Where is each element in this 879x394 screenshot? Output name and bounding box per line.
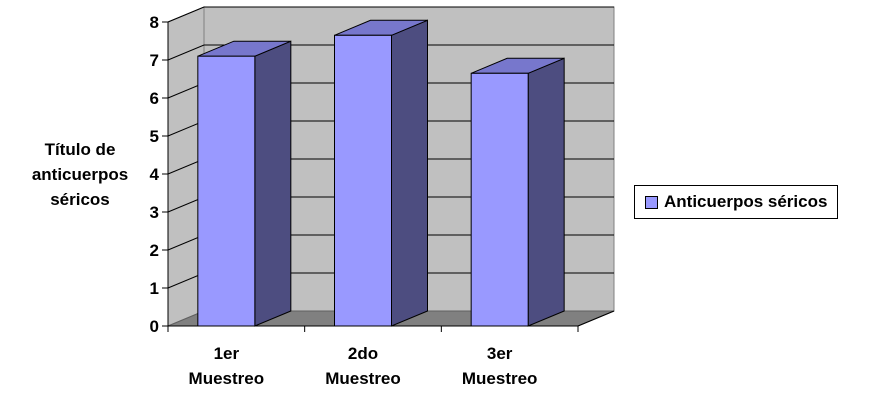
legend: Anticuerpos séricos (634, 185, 839, 219)
x-tick-label-line: 2do (348, 344, 378, 363)
y-tick-label: 7 (150, 51, 159, 70)
y-tick-label: 8 (150, 13, 159, 32)
y-axis-label: Título de anticuerpos séricos (24, 137, 136, 212)
x-tick-label-line: Muestreo (462, 369, 538, 388)
y-axis-label-line: Título de (44, 140, 116, 159)
bar (197, 40, 292, 327)
x-tick-label: 1er Muestreo (189, 344, 265, 388)
gridline (167, 6, 614, 23)
x-tick-label-line: 3er (487, 344, 513, 363)
x-tick-label: 2do Muestreo (325, 344, 401, 388)
y-tick-label: 5 (150, 127, 159, 146)
bars (197, 19, 565, 327)
bar-front-face (470, 72, 529, 327)
bar-side-face (254, 40, 292, 327)
y-tick-label: 0 (150, 317, 159, 336)
y-tick-label: 1 (150, 279, 159, 298)
bar-front-face (197, 55, 256, 327)
y-tick-label: 3 (150, 203, 159, 222)
x-tick-labels: 1er Muestreo 2do Muestreo 3er Muestreo (189, 344, 538, 388)
bar (470, 57, 565, 327)
bar-side-face (391, 19, 428, 327)
y-tick-label: 4 (150, 165, 160, 184)
x-tick-label: 3er Muestreo (462, 344, 538, 388)
x-tick-label-line: 1er (214, 344, 240, 363)
legend-label: Anticuerpos séricos (664, 192, 828, 211)
y-tick-label: 6 (150, 89, 159, 108)
y-axis-label-line: anticuerpos (31, 165, 129, 184)
y-tick-label: 2 (150, 241, 159, 260)
y-axis-label-line: séricos (50, 190, 110, 209)
x-tick-label-line: Muestreo (189, 369, 265, 388)
bar-front-face (334, 34, 392, 327)
floor-edge (577, 310, 615, 327)
bar-side-face (527, 57, 565, 327)
bar (334, 19, 428, 327)
gridline (167, 44, 614, 61)
x-tick-label-line: Muestreo (325, 369, 401, 388)
y-tick-labels: 0 1 2 3 4 5 6 7 8 (150, 13, 160, 336)
legend-swatch (645, 195, 658, 209)
